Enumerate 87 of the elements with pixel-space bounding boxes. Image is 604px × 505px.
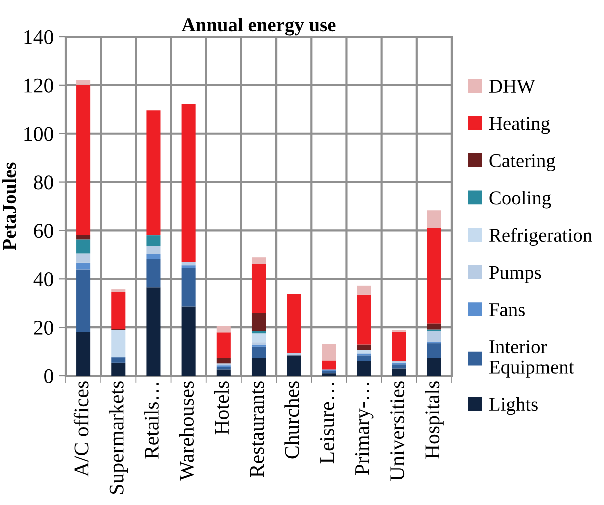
bar [427,228,442,324]
legend-label: DHW [490,80,536,94]
bar [427,331,442,342]
bar [252,358,266,376]
bar [112,362,126,376]
x-tick-label: A/C offices [74,382,89,477]
bar [112,358,126,363]
bar [146,288,161,376]
bar [392,332,406,361]
bar [252,331,266,334]
bar [322,371,336,374]
bar [427,210,442,228]
x-tick-label: Restaurants [250,382,264,478]
bar [287,294,302,353]
y-tick-label: 40 [34,272,54,287]
x-tick-label: Churches [284,382,300,459]
y-tick-label: 80 [34,176,54,190]
bar [392,368,406,376]
legend-label: Heating [490,117,550,134]
bar [216,367,231,370]
legend-label: Cooling [490,191,552,209]
bar [216,326,231,333]
bar [427,358,442,376]
bar [322,360,336,370]
y-axis-title: PetaJoules [2,162,16,250]
bar [392,364,406,369]
y-tick-label: 0 [44,369,54,384]
chart-title: Annual energy use [182,18,336,36]
bar [146,110,161,236]
y-tick-label: 100 [24,127,54,142]
bar [427,324,442,330]
y-tick-label: 120 [24,78,54,93]
bar [216,332,231,358]
x-tick-label: Supermarkets [109,382,128,494]
bar [322,344,336,361]
legend-label: Lights [490,397,538,416]
bar [146,254,161,260]
bar [182,266,196,268]
bar [252,334,266,343]
x-tick-label: Warehouses [179,382,194,481]
bar [76,262,91,270]
legend-label: Pumps [490,266,542,284]
bar [112,292,126,330]
bar [357,344,372,350]
bar [146,236,161,246]
bar [76,240,91,254]
legend-label: Catering [490,154,556,172]
bar [76,254,91,263]
bar [182,268,196,307]
bar [146,246,161,254]
bar [112,330,126,358]
bar [216,358,231,364]
x-tick-label: Leisure… [320,383,334,464]
bar [76,332,91,376]
bar [357,360,372,376]
y-tick-label: 60 [34,224,54,238]
bar [76,80,91,85]
y-tick-label: 140 [24,30,54,44]
legend-label: Interior Equipment [490,340,574,378]
bar [252,258,266,264]
bar [357,356,372,361]
legend-label: Refrigeration [490,228,592,246]
bar [76,84,91,236]
x-tick-label: Hospitals [425,382,444,459]
bar [76,235,91,240]
bar [357,294,372,345]
y-tick-label: 20 [34,320,54,336]
x-tick-label: Primary-… [355,383,374,476]
bar [182,306,196,376]
bar [287,352,302,356]
bar [146,259,161,288]
legend-label: Fans [490,304,525,317]
bar [252,342,266,346]
bar [287,356,302,376]
bar [252,313,266,332]
x-tick-label: Hotels [214,382,230,435]
bar [252,264,266,314]
bar [112,290,126,292]
bar [252,346,266,358]
bar [427,344,442,358]
bar [76,270,91,332]
bar [216,370,231,376]
bar [182,262,196,266]
bar [182,104,196,262]
x-tick-label: Retails… [144,383,160,459]
x-tick-label: Universities [390,382,405,482]
bar [357,286,372,295]
